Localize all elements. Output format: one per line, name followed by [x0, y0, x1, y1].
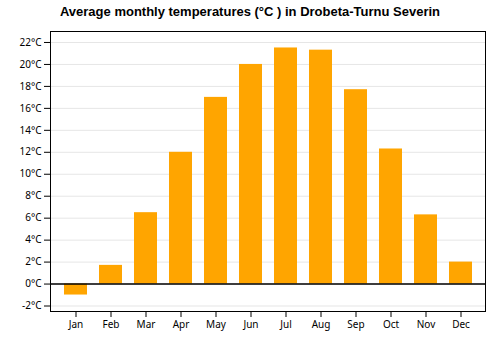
svg-text:16°C: 16°C — [19, 101, 42, 115]
svg-text:8°C: 8°C — [25, 188, 42, 202]
svg-text:Jan: Jan — [68, 317, 84, 331]
svg-text:Apr: Apr — [173, 317, 190, 331]
svg-text:Oct: Oct — [383, 317, 400, 331]
html-text:Average monthly temperatures (: Average monthly temperatures (°C ) in Dr… — [59, 4, 440, 19]
svg-text:Aug: Aug — [312, 317, 331, 331]
svg-text:Dec: Dec — [452, 317, 470, 331]
svg-text:0°C: 0°C — [25, 276, 42, 290]
svg-text:Mar: Mar — [137, 317, 156, 331]
svg-text:Jun: Jun — [242, 317, 258, 331]
svg-text:Sep: Sep — [347, 317, 364, 331]
svg-text:20°C: 20°C — [19, 57, 42, 71]
svg-text:4°C: 4°C — [25, 232, 42, 246]
svg-text:14°C: 14°C — [19, 123, 42, 137]
svg-text:2°C: 2°C — [25, 254, 42, 268]
svg-text:10°C: 10°C — [19, 166, 42, 180]
svg-text:22°C: 22°C — [19, 35, 42, 49]
svg-text:18°C: 18°C — [19, 79, 42, 93]
svg-text:Feb: Feb — [103, 317, 120, 331]
svg-text:6°C: 6°C — [25, 210, 42, 224]
svg-text:Jul: Jul — [279, 317, 292, 331]
svg-text:12°C: 12°C — [19, 144, 42, 158]
svg-text:May: May — [206, 317, 227, 331]
svg-text:-2°C: -2°C — [22, 298, 42, 312]
svg-text:Nov: Nov — [417, 317, 436, 331]
